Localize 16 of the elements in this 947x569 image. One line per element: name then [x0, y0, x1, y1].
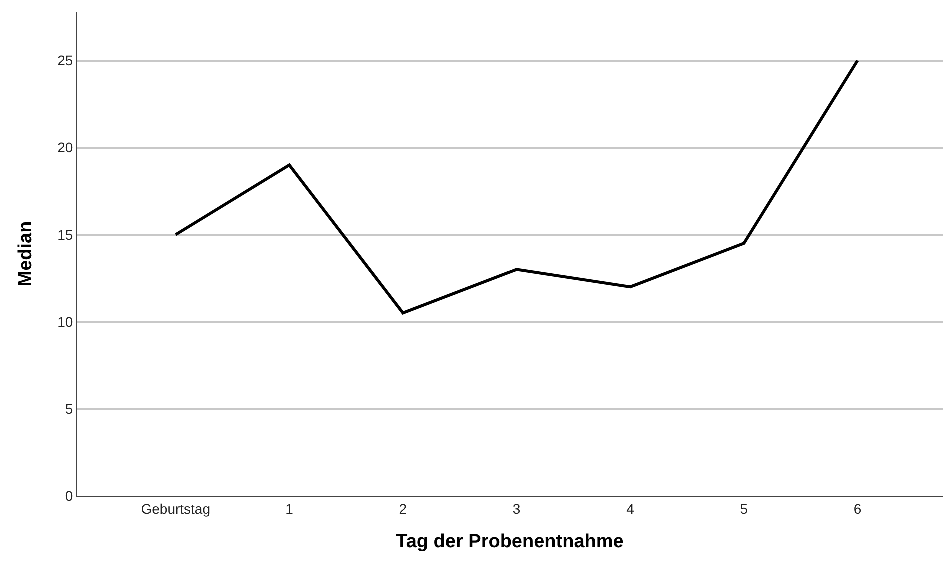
y-tick-label: 10 [58, 314, 74, 330]
x-tick-label: 6 [854, 500, 862, 517]
y-tick-label: 5 [65, 400, 74, 417]
y-tick-label: 15 [58, 226, 74, 243]
x-tick-label: 4 [626, 500, 635, 517]
x-tick-label: 3 [512, 500, 521, 517]
y-tick-label: 0 [65, 488, 74, 504]
y-tick-label: 20 [58, 140, 74, 156]
x-tick-label: 5 [740, 500, 748, 517]
x-axis-title: Tag der Probenentnahme [396, 532, 624, 553]
y-axis-title: Median [15, 221, 36, 287]
line-series [174, 59, 860, 315]
x-tick-label: 2 [399, 500, 408, 517]
x-tick-label: 1 [286, 500, 294, 517]
y-tick-label: 25 [58, 52, 74, 69]
x-tick-label: Geburtstag [141, 500, 211, 517]
